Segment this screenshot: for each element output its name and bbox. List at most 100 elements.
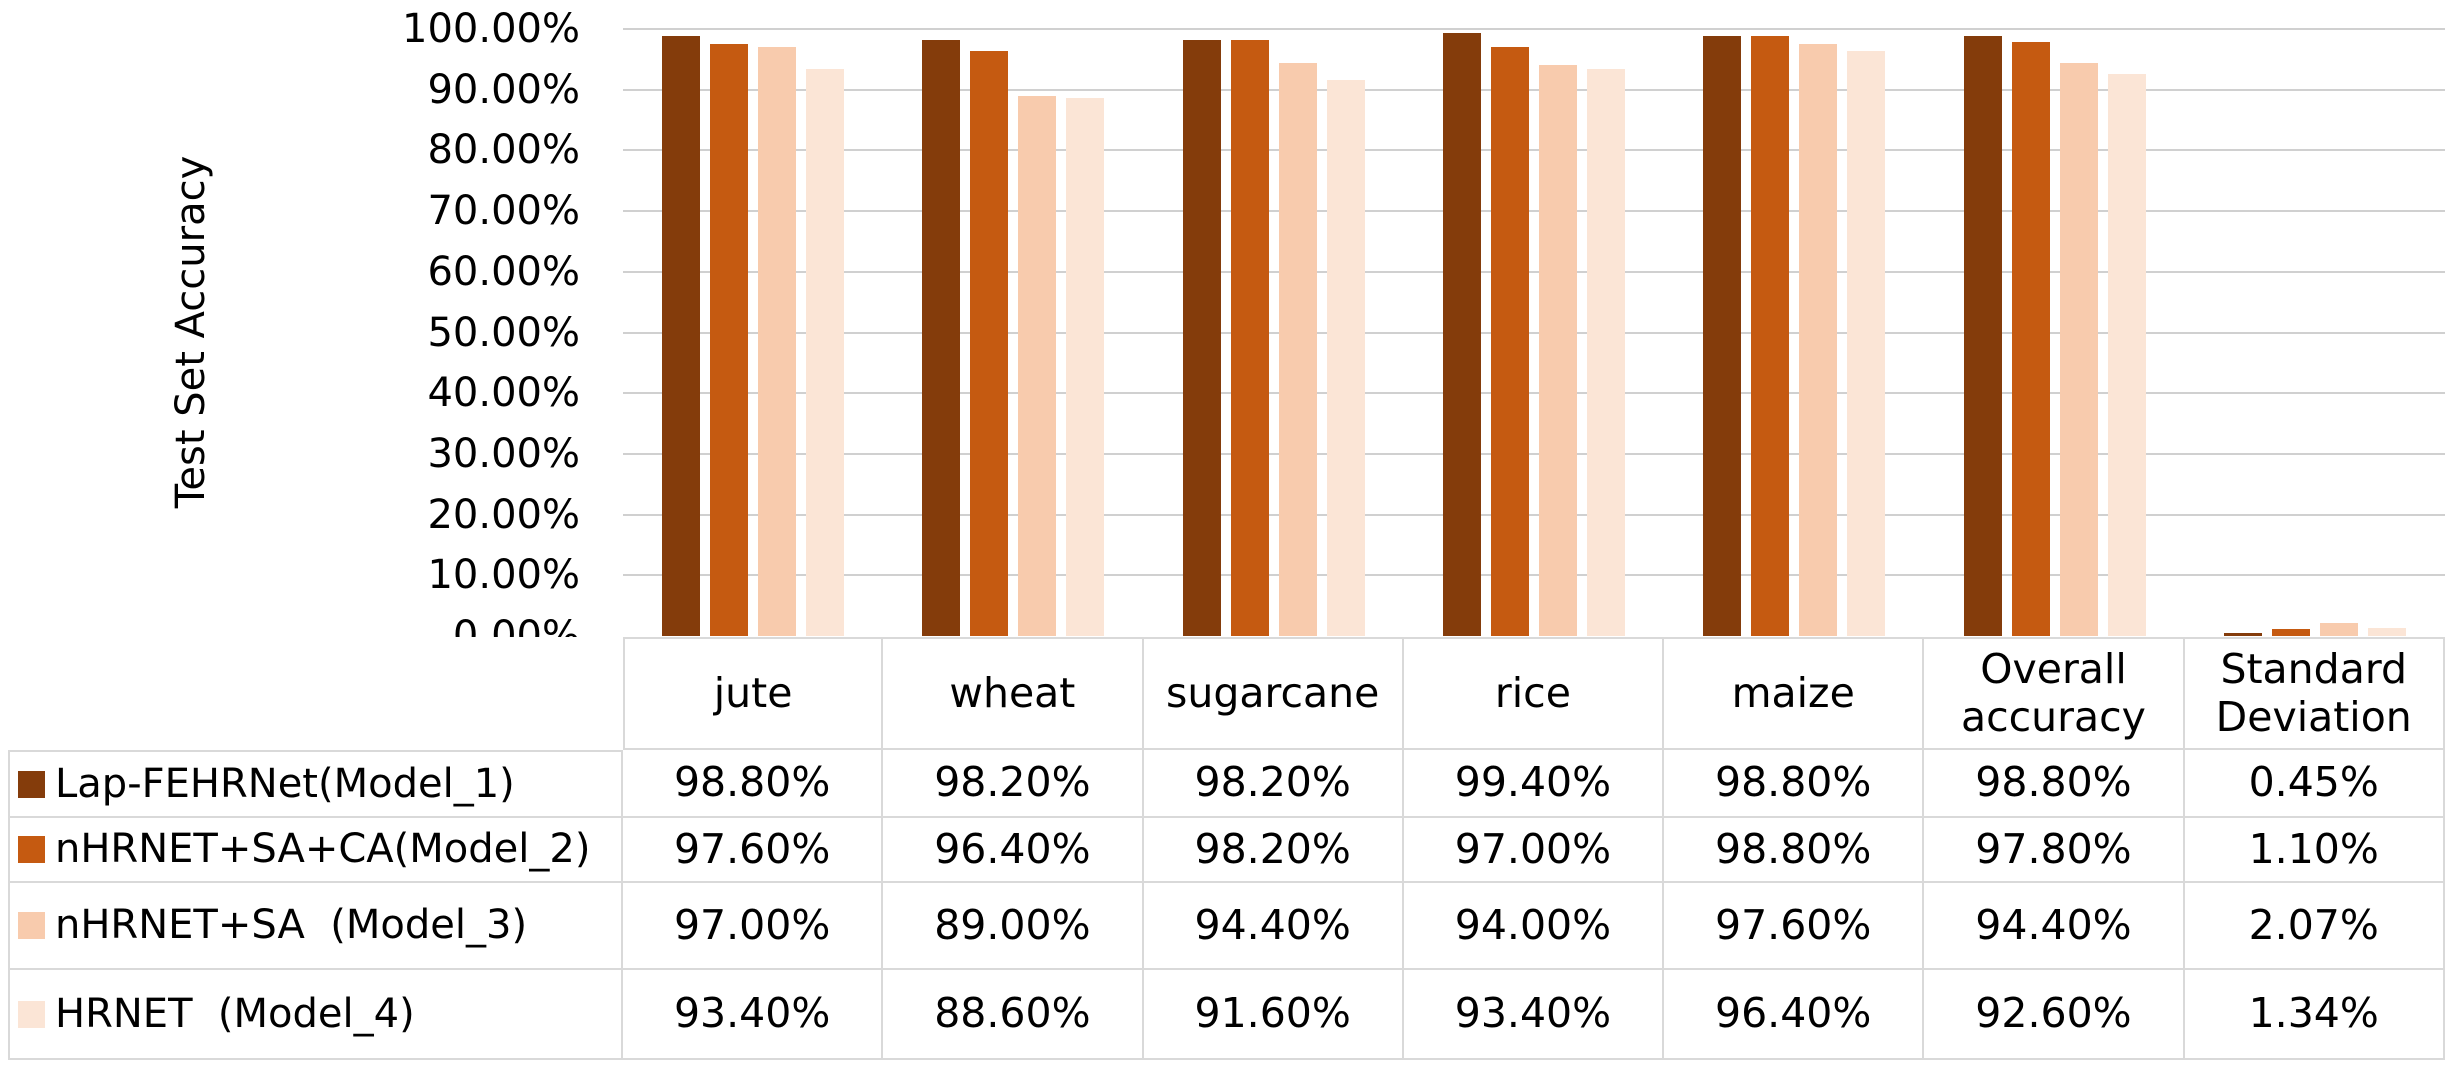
- gridline: [623, 28, 2445, 30]
- bar: [1799, 43, 1838, 636]
- legend-label: nHRNET+SA+CA(Model_2): [55, 826, 591, 873]
- legend-cell: Lap-FEHRNet(Model_1): [8, 750, 623, 818]
- y-tick-label: 40.00%: [427, 370, 580, 417]
- table-value-cell: 91.60%: [1143, 970, 1404, 1060]
- gridline: [623, 392, 2445, 395]
- table-value-cell: 1.34%: [2184, 970, 2445, 1060]
- bar: [1326, 80, 1365, 636]
- y-tick-label: 90.00%: [427, 66, 580, 113]
- bar: [1230, 39, 1269, 636]
- table-value-cell: 98.80%: [1664, 750, 1925, 818]
- table-value-cell: 2.07%: [2184, 883, 2445, 970]
- table-value-cell: 92.60%: [1924, 970, 2185, 1060]
- bar: [1587, 69, 1625, 636]
- table-value-cell: 94.40%: [1924, 883, 2185, 970]
- gridline: [623, 574, 2445, 577]
- gridline: [623, 210, 2445, 213]
- y-tick-label: 60.00%: [427, 248, 580, 295]
- bar: [758, 47, 797, 636]
- table-value-cell: 98.20%: [1143, 818, 1404, 883]
- plot-area: [623, 28, 2445, 636]
- table-value-cell: 97.80%: [1924, 818, 2185, 883]
- table-value-cell: 93.40%: [1403, 970, 1665, 1060]
- legend-cell: HRNET (Model_4): [8, 970, 623, 1060]
- y-tick-label: 80.00%: [427, 127, 580, 174]
- y-tick-label: 30.00%: [427, 430, 580, 477]
- bar: [1182, 39, 1221, 636]
- table-value-cell: 94.00%: [1403, 883, 1665, 970]
- bar: [806, 69, 845, 636]
- gridline: [623, 270, 2445, 273]
- column-header: sugarcane: [1143, 637, 1404, 750]
- bar: [710, 43, 749, 636]
- table-value-cell: 98.20%: [1143, 750, 1404, 818]
- bar: [2107, 73, 2146, 636]
- column-header: rice: [1403, 637, 1665, 750]
- legend-swatch: [18, 1000, 45, 1028]
- table-value-cell: 99.40%: [1403, 750, 1665, 818]
- column-header: jute: [623, 637, 884, 750]
- bar: [1278, 63, 1317, 636]
- table-value-cell: 98.80%: [623, 750, 884, 818]
- legend-swatch: [18, 912, 45, 939]
- bar: [1703, 36, 1742, 636]
- table-value-cell: 97.00%: [1403, 818, 1665, 883]
- table-value-cell: 97.60%: [623, 818, 884, 883]
- bar: [1847, 50, 1886, 636]
- table-value-cell: 97.00%: [623, 883, 884, 970]
- bar: [1066, 98, 1105, 636]
- bar: [2367, 627, 2406, 636]
- table-value-cell: 96.40%: [1664, 970, 1925, 1060]
- y-tick-label: 20.00%: [427, 491, 580, 538]
- bar: [1963, 36, 2002, 636]
- y-tick-label: 70.00%: [427, 188, 580, 235]
- data-table-legend: jute wheat sugarcane rice maize Overall accur…: [8, 637, 2445, 1060]
- column-header: Overall accuracy: [1924, 637, 2185, 750]
- legend-label: HRNET (Model_4): [55, 990, 415, 1037]
- legend-label: Lap-FEHRNet(Model_1): [55, 760, 515, 807]
- column-header: maize: [1664, 637, 1925, 750]
- gridline: [623, 452, 2445, 455]
- bar: [1539, 65, 1577, 636]
- table-corner-cell: [8, 637, 623, 750]
- y-tick-label: 100.00%: [402, 6, 580, 52]
- bar: [970, 50, 1009, 636]
- bar: [662, 36, 701, 636]
- bar: [1443, 32, 1481, 636]
- bar: [2319, 623, 2358, 636]
- gridline: [623, 331, 2445, 334]
- column-header: Standard Deviation: [2184, 637, 2445, 750]
- bar: [2271, 629, 2310, 636]
- bar: [1751, 36, 1790, 636]
- legend-cell: nHRNET+SA+CA(Model_2): [8, 818, 623, 883]
- table-value-cell: 98.20%: [883, 750, 1144, 818]
- bar: [2011, 42, 2050, 636]
- bar: [1018, 95, 1057, 636]
- bar: [1491, 47, 1529, 636]
- table-value-cell: 97.60%: [1664, 883, 1925, 970]
- table-value-cell: 94.40%: [1143, 883, 1404, 970]
- legend-swatch: [18, 770, 45, 798]
- table-value-cell: 89.00%: [883, 883, 1144, 970]
- gridline: [623, 149, 2445, 152]
- table-value-cell: 93.40%: [623, 970, 884, 1060]
- y-axis-tick-labels: 100.00% 90.00% 80.00% 70.00% 60.00% 50.00% 40.…: [0, 0, 580, 700]
- legend-cell: nHRNET+SA (Model_3): [8, 883, 623, 970]
- column-header: wheat: [883, 637, 1144, 750]
- table-value-cell: 1.10%: [2184, 818, 2445, 883]
- table-value-cell: 98.80%: [1924, 750, 2185, 818]
- y-tick-label: 10.00%: [427, 552, 580, 599]
- bar: [2059, 63, 2098, 636]
- table-value-cell: 0.45%: [2184, 750, 2445, 818]
- bar: [922, 39, 961, 636]
- legend-swatch: [18, 836, 45, 863]
- table-value-cell: 88.60%: [883, 970, 1144, 1060]
- legend-label: nHRNET+SA (Model_3): [55, 902, 528, 949]
- gridline: [623, 513, 2445, 516]
- table-value-cell: 96.40%: [883, 818, 1144, 883]
- bar: [2223, 633, 2262, 636]
- gridline: [623, 88, 2445, 91]
- table-value-cell: 98.80%: [1664, 818, 1925, 883]
- y-tick-label: 50.00%: [427, 309, 580, 356]
